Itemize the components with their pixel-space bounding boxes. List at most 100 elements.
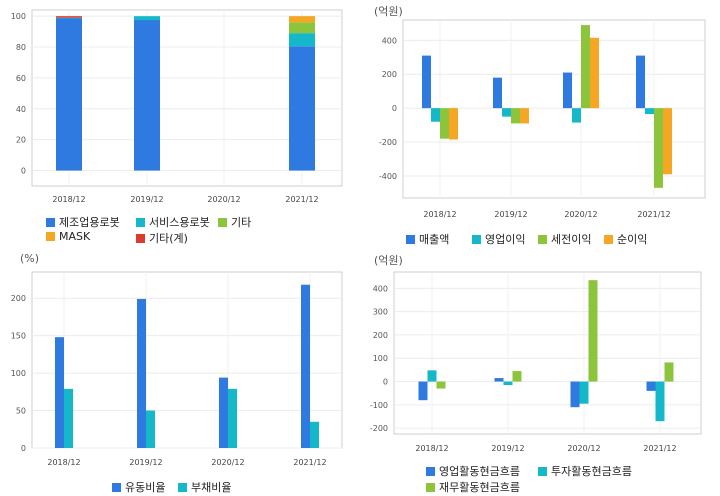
- unit-label-cashflow: (억원): [374, 254, 403, 267]
- bar-2-3: [654, 108, 663, 188]
- bar-3-0: [449, 108, 458, 140]
- legend-swatch: [604, 235, 613, 244]
- x-tick-label: 2020/12: [564, 210, 597, 219]
- chart-ratios: (%) 0 50 100 150 200 2018/12 2019/12 2020/12 202…: [0, 248, 360, 496]
- legend-swatch: [136, 218, 145, 227]
- y-tick-label: 0: [21, 444, 26, 453]
- bar-2-3: [289, 22, 315, 34]
- plot-area: [393, 271, 702, 435]
- bar-0-2: [219, 377, 228, 448]
- legend-item: 제조업용로봇: [46, 214, 120, 230]
- plot-area: [31, 271, 343, 449]
- legend-label: 기타: [231, 216, 252, 229]
- bar-3-3: [289, 16, 315, 23]
- bar-2-1: [511, 108, 520, 124]
- chart-income-svg: -400 -200 0 200 400 2018/12 2019/12 2020/12 2021…: [379, 19, 706, 219]
- x-tick-label: 2018/12: [47, 458, 80, 467]
- bar-2-2: [588, 280, 598, 382]
- bar-1-3: [655, 381, 665, 422]
- y-tick-label: 40: [16, 105, 26, 114]
- bar-4-0: [56, 16, 82, 18]
- legend-label: 재무활동현금흐름: [439, 481, 520, 494]
- y-tick-label: 200: [382, 70, 397, 79]
- x-tick-label: 2018/12: [423, 210, 456, 219]
- x-tick-label: 2021/12: [293, 458, 326, 467]
- y-tick-label: -200: [379, 138, 397, 147]
- bar-0-0: [56, 18, 82, 171]
- y-tick-label: 300: [373, 308, 388, 317]
- legend-swatch: [178, 483, 187, 492]
- legend-label: 영업활동현금흐름: [439, 465, 520, 478]
- y-tick-label: 50: [16, 407, 26, 416]
- legend-swatch: [538, 235, 547, 244]
- y-tick-label: -100: [370, 401, 388, 410]
- legend-item: 세전이익: [538, 231, 591, 247]
- bar-1-1: [134, 16, 160, 21]
- bar-3-1: [520, 108, 529, 124]
- bar-2-0: [436, 381, 446, 389]
- bar-2-1: [512, 371, 522, 382]
- legend-income: 매출액 영업이익 세전이익 순이익: [360, 226, 720, 248]
- bar-0-2: [570, 381, 580, 408]
- legend-swatch: [426, 483, 435, 492]
- x-tick-label: 2021/12: [637, 210, 670, 219]
- x-tick-label: 2020/12: [207, 195, 240, 204]
- bar-0-1: [137, 298, 146, 448]
- bar-1-0: [431, 108, 440, 122]
- legend-item: 서비스용로봇: [136, 214, 210, 230]
- bar-0-0: [418, 381, 428, 401]
- legend-item: MASK: [46, 230, 90, 243]
- bar-1-2: [572, 108, 581, 123]
- y-tick-label: 200: [373, 331, 388, 340]
- bar-1-0: [427, 370, 437, 382]
- y-tick-label: 0: [383, 378, 388, 387]
- bar-0-2: [563, 72, 572, 109]
- legend-label: 순이익: [617, 233, 648, 246]
- legend-label: 세전이익: [551, 233, 592, 246]
- legend-swatch: [538, 467, 547, 476]
- legend-swatch: [218, 218, 227, 227]
- y-tick-label: 400: [382, 36, 397, 45]
- bar-2-3: [664, 362, 674, 382]
- x-tick-label: 2021/12: [643, 444, 676, 453]
- x-tick-label: 2019/12: [130, 195, 163, 204]
- legend-item: 영업활동현금흐름: [426, 463, 520, 479]
- bar-1-0: [56, 17, 82, 19]
- y-tick-label: -400: [379, 172, 397, 181]
- legend-swatch: [46, 232, 55, 241]
- y-tick-label: 200: [11, 294, 26, 303]
- x-tick-label: 2018/12: [415, 444, 448, 453]
- y-tick-label: 80: [16, 43, 26, 52]
- bar-1-3: [645, 108, 654, 115]
- y-tick-label: 100: [11, 12, 26, 21]
- x-tick-label: 2019/12: [491, 444, 524, 453]
- bar-1-2: [228, 388, 237, 448]
- bar-2-0: [440, 108, 449, 139]
- x-tick-label: 2019/12: [129, 458, 162, 467]
- legend-item: 부채비율: [178, 479, 231, 495]
- unit-label-income: (억원): [374, 5, 403, 18]
- legend-label: 기타(계): [149, 232, 188, 245]
- x-tick-label: 2019/12: [494, 210, 527, 219]
- unit-label-ratios: (%): [20, 252, 40, 265]
- legend-item: 유동비율: [112, 479, 165, 495]
- y-tick-label: 20: [16, 136, 26, 145]
- legend-swatch: [472, 235, 481, 244]
- legend-label: 서비스용로봇: [149, 216, 210, 229]
- legend-label: 유동비율: [125, 481, 166, 494]
- bar-0-1: [494, 378, 504, 382]
- y-tick-label: 0: [392, 104, 397, 113]
- bar-0-3: [636, 55, 645, 109]
- legend-item: 투자활동현금흐름: [538, 463, 632, 479]
- chart-cashflow-svg: -200 -100 0 100 200 300 400 2018/12 2019/12 2020/…: [370, 271, 702, 453]
- chart-cashflow: (억원) -200 -100 0 100 200 300 400 2018/12 2019/12…: [360, 248, 720, 496]
- y-tick-label: 100: [11, 369, 26, 378]
- bar-1-1: [146, 410, 155, 448]
- y-tick-label: 60: [16, 74, 26, 83]
- legend-swatch: [136, 234, 145, 243]
- legend-item: 매출액: [406, 231, 449, 247]
- bar-1-1: [503, 381, 513, 386]
- bar-2-2: [581, 25, 590, 109]
- y-tick-label: 100: [373, 354, 388, 363]
